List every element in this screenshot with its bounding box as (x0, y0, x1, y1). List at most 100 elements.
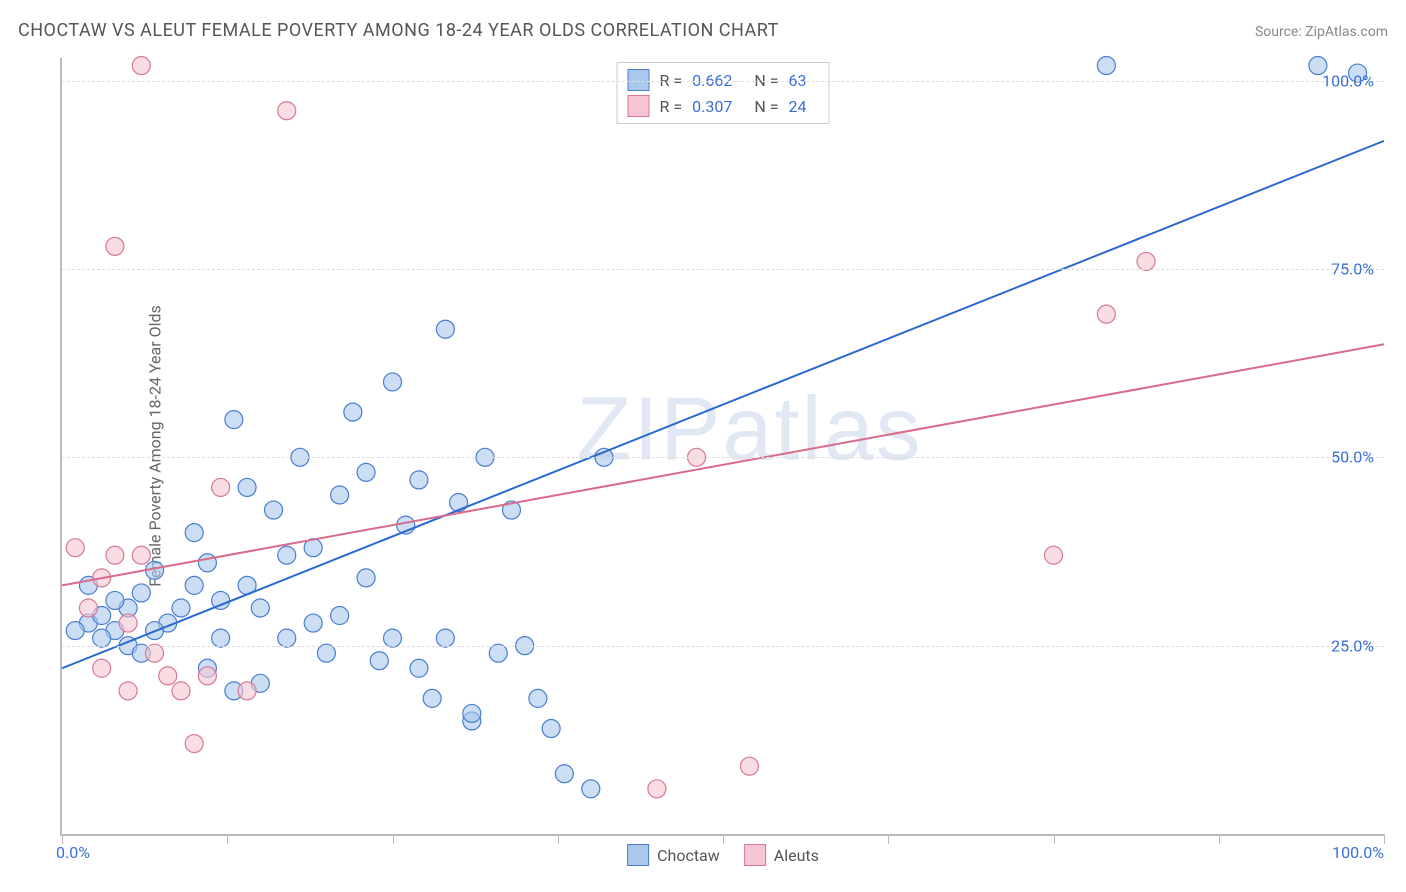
scatter-point (304, 614, 322, 632)
trend-line (62, 344, 1384, 585)
x-tick (558, 834, 559, 844)
scatter-point (740, 757, 758, 775)
scatter-point (370, 652, 388, 670)
n-label: N = (754, 97, 778, 116)
scatter-point (159, 667, 177, 685)
correlation-legend: R = 0.662N = 63R = 0.307N = 24 (617, 62, 830, 124)
scatter-point (93, 659, 111, 677)
scatter-point (132, 546, 150, 564)
correlation-legend-row: R = 0.307 N = 24 (628, 93, 819, 119)
scatter-point (106, 546, 124, 564)
scatter-point (251, 599, 269, 617)
legend-label: Aleuts (774, 846, 819, 865)
scatter-point (79, 599, 97, 617)
scatter-point (410, 471, 428, 489)
scatter-point (542, 720, 560, 738)
scatter-point (185, 524, 203, 542)
scatter-point (278, 629, 296, 647)
series-legend: Choctaw Aleuts (627, 844, 819, 866)
x-axis-min-label: 0.0% (56, 843, 90, 862)
scatter-point (212, 629, 230, 647)
scatter-point (198, 554, 216, 572)
scatter-point (529, 689, 547, 707)
r-value: 0.307 (692, 97, 732, 116)
y-tick-label: 100.0% (1322, 71, 1374, 90)
scatter-point (93, 629, 111, 647)
scatter-point (66, 539, 84, 557)
scatter-point (648, 780, 666, 798)
y-tick-label: 50.0% (1331, 448, 1374, 467)
scatter-point (132, 584, 150, 602)
scatter-point (317, 644, 335, 662)
scatter-point (225, 411, 243, 429)
scatter-point (198, 667, 216, 685)
y-tick-label: 75.0% (1331, 259, 1374, 278)
scatter-point (1045, 546, 1063, 564)
n-value: 24 (788, 97, 806, 116)
scatter-point (119, 682, 137, 700)
legend-swatch (628, 95, 650, 117)
scatter-point (331, 486, 349, 504)
scatter-point (146, 644, 164, 662)
scatter-point (106, 591, 124, 609)
x-tick (393, 834, 394, 844)
x-tick (1384, 834, 1385, 844)
x-tick (227, 834, 228, 844)
source-attribution: Source: ZipAtlas.com (1255, 24, 1388, 40)
scatter-point (357, 463, 375, 481)
scatter-point (106, 237, 124, 255)
scatter-point (212, 478, 230, 496)
scatter-point (582, 780, 600, 798)
x-tick (723, 834, 724, 844)
scatter-point (185, 735, 203, 753)
source-label: Source: (1255, 24, 1305, 40)
plot-svg (62, 58, 1384, 834)
scatter-point (1137, 252, 1155, 270)
scatter-point (66, 622, 84, 640)
scatter-point (331, 607, 349, 625)
scatter-point (384, 373, 402, 391)
scatter-point (172, 682, 190, 700)
scatter-point (238, 478, 256, 496)
scatter-point (463, 704, 481, 722)
scatter-point (238, 682, 256, 700)
scatter-point (278, 546, 296, 564)
gridline-horizontal (62, 457, 1384, 458)
y-tick-label: 25.0% (1331, 636, 1374, 655)
gridline-horizontal (62, 81, 1384, 82)
x-tick (62, 834, 63, 844)
scatter-point (357, 569, 375, 587)
scatter-point (436, 629, 454, 647)
legend-item: Aleuts (744, 844, 819, 866)
scatter-point (489, 644, 507, 662)
scatter-point (265, 501, 283, 519)
legend-swatch (744, 844, 766, 866)
scatter-point (278, 102, 296, 120)
scatter-point (344, 403, 362, 421)
trend-line (62, 141, 1384, 668)
x-axis-max-label: 100.0% (1332, 843, 1384, 862)
legend-item: Choctaw (627, 844, 720, 866)
scatter-point (185, 576, 203, 594)
chart-plot-area: ZIPatlas R = 0.662N = 63R = 0.307N = 24 … (60, 58, 1384, 836)
scatter-point (1097, 305, 1115, 323)
scatter-point (384, 629, 402, 647)
gridline-horizontal (62, 646, 1384, 647)
legend-label: Choctaw (657, 846, 720, 865)
legend-swatch (627, 844, 649, 866)
r-label: R = (660, 97, 683, 116)
x-tick (1219, 834, 1220, 844)
scatter-point (132, 57, 150, 75)
scatter-point (410, 659, 428, 677)
chart-title: CHOCTAW VS ALEUT FEMALE POVERTY AMONG 18… (18, 20, 779, 41)
x-tick (888, 834, 889, 844)
scatter-point (450, 494, 468, 512)
source-name: ZipAtlas.com (1305, 24, 1388, 40)
scatter-point (172, 599, 190, 617)
x-tick (1054, 834, 1055, 844)
scatter-point (1097, 57, 1115, 75)
scatter-point (423, 689, 441, 707)
scatter-point (119, 614, 137, 632)
scatter-point (436, 320, 454, 338)
gridline-horizontal (62, 269, 1384, 270)
